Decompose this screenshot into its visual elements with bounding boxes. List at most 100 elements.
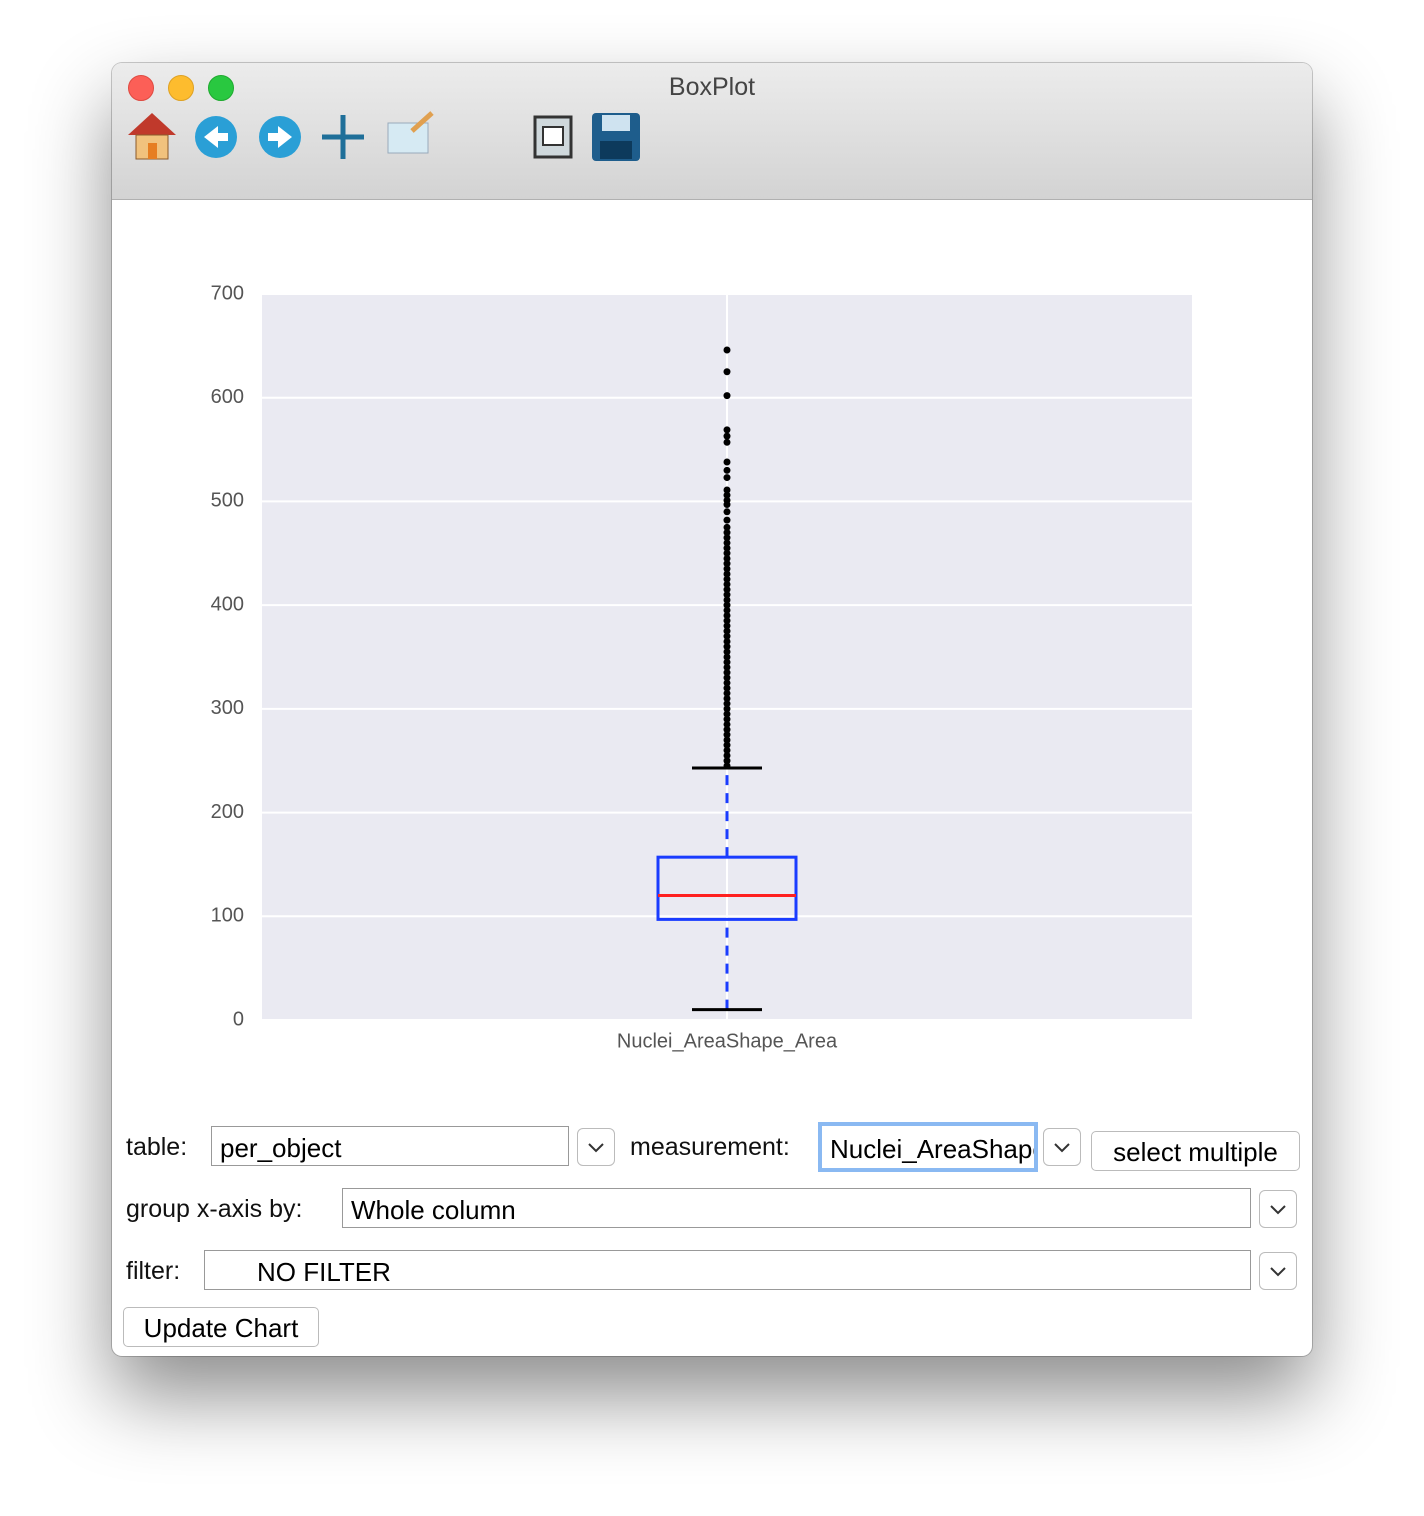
outlier — [723, 432, 731, 440]
outlier — [723, 731, 731, 739]
outlier — [723, 694, 731, 702]
outlier — [723, 757, 731, 765]
window-title: BoxPlot — [668, 73, 756, 101]
window: BoxPlot 0 100 200 300 400 500 600 700 Nuclei_Are… — [112, 63, 1312, 1356]
outlier — [723, 586, 731, 594]
title-bar: BoxPlot — [112, 63, 1312, 200]
table-label: table: — [126, 1133, 188, 1161]
outlier — [723, 346, 731, 354]
box — [656, 855, 798, 921]
outlier — [723, 736, 731, 744]
toolbar — [128, 111, 640, 161]
filter-dropdown[interactable] — [1259, 1252, 1297, 1290]
outlier — [723, 580, 731, 588]
outlier — [723, 560, 731, 568]
back-icon[interactable] — [195, 116, 237, 158]
outlier — [723, 575, 731, 583]
measurement-dropdown[interactable] — [1043, 1128, 1081, 1166]
configure-icon[interactable] — [533, 115, 573, 159]
outlier — [723, 705, 731, 713]
outlier — [723, 596, 731, 604]
outlier — [723, 684, 731, 692]
forward-icon[interactable] — [259, 116, 301, 158]
x-tick-label: Nuclei_AreaShape_Area — [617, 1030, 838, 1052]
y-tick-label: 200 — [211, 801, 244, 823]
table-dropdown[interactable] — [577, 1128, 615, 1166]
outlier — [723, 534, 731, 542]
outlier — [723, 438, 731, 446]
outlier — [723, 529, 731, 537]
outlier — [723, 612, 731, 620]
group-label: group x-axis by: — [126, 1195, 303, 1223]
save-icon[interactable] — [592, 113, 640, 161]
outlier — [723, 474, 731, 482]
outlier — [723, 549, 731, 557]
outlier — [723, 627, 731, 635]
table-field[interactable]: per_object — [211, 1126, 569, 1166]
outlier — [723, 496, 731, 504]
outlier — [723, 606, 731, 614]
outlier — [723, 491, 731, 499]
outlier — [723, 643, 731, 651]
group-dropdown[interactable] — [1259, 1190, 1297, 1228]
y-tick-label: 500 — [211, 490, 244, 512]
outlier — [723, 669, 731, 677]
outlier — [723, 554, 731, 562]
y-tick-label: 0 — [233, 1008, 244, 1030]
outlier — [723, 752, 731, 760]
group-field[interactable]: Whole column — [342, 1188, 1251, 1228]
outlier — [723, 508, 731, 516]
y-tick-label: 300 — [211, 697, 244, 719]
outlier — [723, 653, 731, 661]
pan-icon[interactable] — [322, 115, 364, 159]
outlier — [723, 458, 731, 466]
y-tick-label: 100 — [211, 905, 244, 927]
zoom-rect-icon[interactable] — [387, 111, 434, 154]
outlier — [723, 679, 731, 687]
outlier — [723, 617, 731, 625]
outlier — [723, 715, 731, 723]
outlier — [723, 746, 731, 754]
y-tick-label: 700 — [211, 282, 244, 304]
minimize-button[interactable] — [168, 75, 194, 101]
measurement-field[interactable]: Nuclei_AreaShape_Area — [818, 1122, 1038, 1172]
zoom-button[interactable] — [208, 75, 234, 101]
outlier — [723, 486, 731, 494]
outlier — [723, 466, 731, 474]
outlier — [723, 689, 731, 697]
select-multiple-button[interactable]: select multiple — [1091, 1131, 1300, 1171]
outlier — [723, 368, 731, 376]
y-tick-label: 400 — [211, 593, 244, 615]
outlier — [723, 658, 731, 666]
outlier — [723, 539, 731, 547]
chart: 0 100 200 300 400 500 600 700 Nuclei_AreaShape_A… — [211, 282, 1192, 1052]
outlier — [723, 426, 731, 434]
outlier — [723, 591, 731, 599]
outlier — [723, 710, 731, 718]
outlier — [723, 726, 731, 734]
update-chart-button[interactable]: Update Chart — [123, 1307, 319, 1347]
outlier — [723, 637, 731, 645]
outlier — [723, 622, 731, 630]
home-icon[interactable] — [128, 113, 176, 160]
outlier — [723, 700, 731, 708]
outlier — [723, 632, 731, 640]
outlier — [723, 565, 731, 573]
outlier — [723, 648, 731, 656]
close-button[interactable] — [128, 75, 154, 101]
outlier — [723, 570, 731, 578]
outlier — [723, 601, 731, 609]
filter-label: filter: — [126, 1257, 181, 1285]
y-tick-label: 600 — [211, 386, 244, 408]
outlier — [723, 720, 731, 728]
filter-field[interactable]: NO FILTER — [204, 1250, 1251, 1290]
outlier — [723, 516, 731, 524]
outlier — [723, 523, 731, 531]
outlier — [723, 544, 731, 552]
outlier — [723, 741, 731, 749]
outlier — [723, 663, 731, 671]
outlier — [723, 674, 731, 682]
outlier — [723, 392, 731, 400]
measurement-label: measurement: — [630, 1133, 790, 1161]
